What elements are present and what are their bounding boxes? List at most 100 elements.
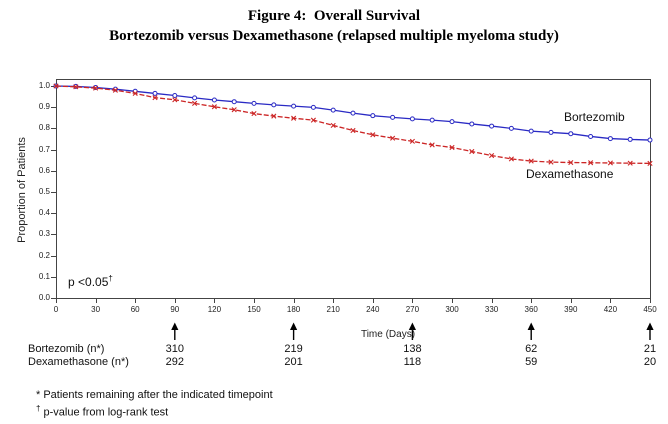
censor-marker-circle xyxy=(192,95,198,101)
censor-marker-circle xyxy=(211,97,217,103)
y-tick-label: 0.8 xyxy=(38,123,50,133)
censor-marker-x xyxy=(370,132,376,138)
censor-marker-x xyxy=(310,117,316,123)
censor-marker-circle xyxy=(172,93,178,99)
censor-marker-x xyxy=(172,97,178,103)
x-tick-label: 360 xyxy=(524,305,538,314)
p-value-annotation: p <0.05† xyxy=(68,274,113,289)
censor-marker-x xyxy=(548,159,554,165)
censor-marker-x xyxy=(132,90,138,97)
censor-marker-circle xyxy=(528,128,534,134)
censor-marker-circle xyxy=(370,113,376,119)
censor-marker-x xyxy=(588,160,594,166)
x-tick-label: 120 xyxy=(207,305,222,314)
legend-bortezomib: Bortezomib xyxy=(564,110,625,124)
timepoint-arrow-icon xyxy=(527,322,535,340)
timepoint-arrow-icon xyxy=(171,322,179,340)
censor-marker-x xyxy=(568,159,574,166)
x-tick-label: 300 xyxy=(445,305,459,314)
bortezomib-curve xyxy=(53,83,653,143)
dagger-marker: † xyxy=(36,404,41,413)
footnote-dagger-text: p-value from log-rank test xyxy=(43,406,169,419)
censor-marker-circle xyxy=(409,116,415,122)
dexamethasone-line xyxy=(55,85,651,165)
figure-title-line1: Figure 4: Overall Survival xyxy=(247,8,421,24)
x-tick-label: 60 xyxy=(130,305,140,314)
censor-marker-x xyxy=(211,104,217,110)
censor-marker-circle xyxy=(647,137,653,143)
x-tick-label: 30 xyxy=(91,305,101,314)
x-tick-label: 180 xyxy=(286,305,301,314)
y-tick-label: 0.2 xyxy=(38,250,50,260)
censor-marker-circle xyxy=(568,131,574,137)
x-axis-label: Time (Days) xyxy=(360,329,416,340)
timepoint-arrow-icon xyxy=(408,322,416,340)
timepoint-arrow-icon xyxy=(290,322,298,340)
x-tick-label: 210 xyxy=(326,305,340,314)
footnote-asterisk-text: Patients remaining after the indicated t… xyxy=(43,389,273,401)
y-tick-label: 0.1 xyxy=(38,271,50,281)
plot-border xyxy=(56,79,651,299)
x-tick-label: 450 xyxy=(643,305,657,314)
censor-marker-x xyxy=(528,158,534,164)
censor-marker-x xyxy=(429,142,435,148)
censor-marker-x xyxy=(192,100,198,106)
x-tick-label: 420 xyxy=(603,305,618,314)
y-tick-label: 0.6 xyxy=(38,165,50,175)
dexamethasone-curve xyxy=(53,83,653,166)
censor-marker-x xyxy=(469,148,475,155)
x-tick-label: 270 xyxy=(405,305,420,314)
x-tick-label: 240 xyxy=(366,305,380,314)
x-tick-label: 390 xyxy=(564,305,578,314)
risk-row-label-dexamethasone: Dexamethasone (n*) xyxy=(28,356,129,368)
censor-marker-circle xyxy=(330,107,336,113)
asterisk-marker: * xyxy=(36,389,41,401)
censor-marker-x xyxy=(251,110,257,117)
x-tick-label: 330 xyxy=(484,305,499,314)
censor-marker-x xyxy=(112,87,118,93)
y-tick-label: 0.3 xyxy=(38,229,50,239)
censor-marker-x xyxy=(271,113,277,119)
censor-marker-circle xyxy=(508,125,514,131)
censor-marker-x xyxy=(627,160,633,166)
censor-marker-x xyxy=(231,107,237,113)
risk-value: 292 xyxy=(165,356,184,368)
censor-marker-circle xyxy=(627,136,633,142)
risk-value: 219 xyxy=(284,343,303,355)
figure-title-line2: Bortezomib versus Dexamethasone (relapse… xyxy=(109,28,559,44)
x-tick-label: 90 xyxy=(170,305,180,314)
y-tick-label: 0.9 xyxy=(38,102,50,112)
censor-marker-circle xyxy=(350,110,356,116)
censor-marker-x xyxy=(350,127,356,134)
risk-value: 20 xyxy=(643,356,657,368)
censor-marker-circle xyxy=(271,102,277,108)
risk-value: 62 xyxy=(525,343,538,355)
censor-marker-circle xyxy=(588,133,594,139)
censor-marker-x xyxy=(508,156,514,162)
p-value-text: p <0.05 xyxy=(68,275,109,289)
x-tick-label: 0 xyxy=(53,305,59,314)
y-tick-label: 0.0 xyxy=(38,293,50,302)
censor-marker-circle xyxy=(489,123,495,129)
censor-marker-circle xyxy=(390,114,396,120)
censor-marker-x xyxy=(93,85,99,91)
censor-marker-circle xyxy=(310,104,316,110)
censor-marker-x xyxy=(647,160,653,166)
censor-marker-x xyxy=(53,83,59,89)
footnote-asterisk: * Patients remaining after the indicated… xyxy=(36,389,273,402)
y-tick-label: 0.4 xyxy=(38,208,50,218)
y-tick-label: 0.7 xyxy=(38,144,50,154)
censor-marker-x xyxy=(449,144,455,151)
footnotes: * Patients remaining after the indicated… xyxy=(36,389,273,420)
risk-value: 118 xyxy=(403,356,422,368)
x-tick-label: 150 xyxy=(247,305,261,314)
timepoint-arrow-icon xyxy=(646,322,654,340)
censor-marker-circle xyxy=(548,129,554,135)
censor-marker-x xyxy=(390,135,396,141)
risk-value: 21 xyxy=(643,343,657,355)
legend-dexamethasone: Dexamethasone xyxy=(526,167,614,181)
risk-row-label-bortezomib: Bortezomib (n*) xyxy=(28,343,105,355)
censor-marker-circle xyxy=(251,100,257,106)
censor-marker-x xyxy=(489,152,495,159)
